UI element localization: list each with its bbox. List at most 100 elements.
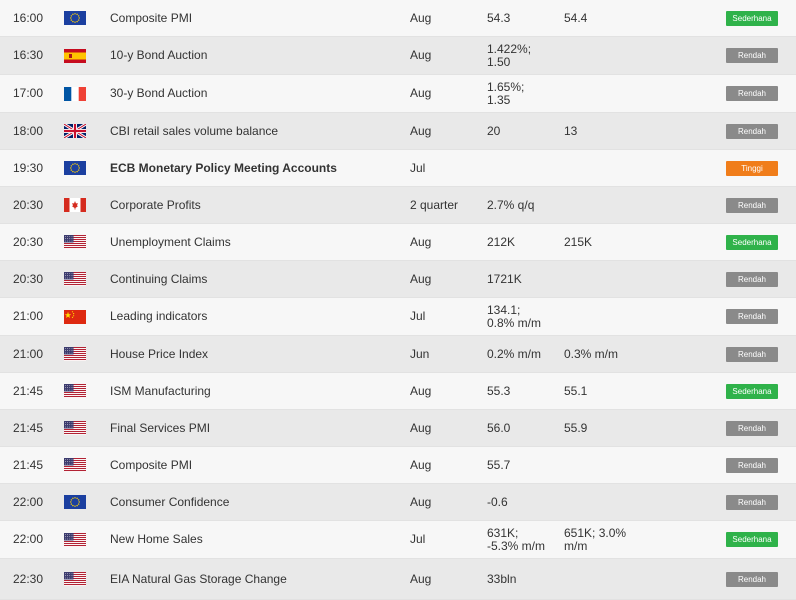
- country-flag-us-icon: [64, 559, 86, 599]
- event-row[interactable]: 20:30 Corporate Profits 2 quarter 2.7% q/q R…: [0, 187, 796, 224]
- event-time: 21:00: [13, 309, 44, 323]
- event-previous: 1.65%; 1.35: [487, 79, 525, 107]
- event-name[interactable]: ECB Monetary Policy Meeting Accounts: [110, 160, 337, 175]
- event-name[interactable]: House Price Index: [110, 346, 209, 361]
- country-flag-us-icon: [64, 336, 86, 372]
- event-previous: 54.3: [487, 10, 511, 25]
- impact-badge: Rendah: [726, 346, 778, 362]
- event-period: Aug: [410, 271, 432, 286]
- event-row[interactable]: 16:00 Composite PMI Aug 54.3 54.4 Sederhana: [0, 0, 796, 37]
- flag-us-icon: [64, 272, 86, 286]
- impact-badge: Rendah: [726, 309, 778, 324]
- event-row[interactable]: 22:00 New Home Sales Jul 631K; -5.3% m/m 651…: [0, 521, 796, 559]
- event-row[interactable]: 20:30 Unemployment Claims Aug 212K 215K Seder…: [0, 224, 796, 261]
- event-time: 20:30: [13, 197, 44, 212]
- flag-eu-icon: [64, 495, 86, 509]
- country-flag-ca-icon: [64, 187, 86, 223]
- impact-cell: Sederhana: [725, 0, 779, 36]
- event-period: Jul: [410, 309, 426, 323]
- flag-us-icon: [64, 347, 86, 361]
- impact-cell: Rendah: [725, 447, 779, 483]
- event-forecast: 13: [564, 123, 578, 138]
- event-period: 2 quarter: [410, 197, 459, 212]
- impact-cell: Rendah: [725, 559, 779, 599]
- event-name[interactable]: EIA Natural Gas Storage Change: [110, 571, 287, 586]
- event-name[interactable]: Consumer Confidence: [110, 494, 230, 509]
- impact-cell: Rendah: [725, 37, 779, 74]
- event-row[interactable]: 20:30 Continuing Claims Aug 1721K Rendah: [0, 261, 796, 298]
- event-name[interactable]: Composite PMI: [110, 10, 193, 25]
- event-time: 17:00: [13, 86, 44, 100]
- event-name[interactable]: CBI retail sales volume balance: [110, 123, 279, 138]
- event-previous: 55.3: [487, 383, 511, 398]
- event-previous: 0.2% m/m: [487, 346, 542, 361]
- event-previous: 33bln: [487, 571, 517, 586]
- country-flag-us-icon: [64, 521, 86, 558]
- event-forecast: [564, 447, 644, 483]
- impact-cell: Sederhana: [725, 521, 779, 558]
- event-row[interactable]: 21:45 ISM Manufacturing Aug 55.3 55.1 Sederha…: [0, 373, 796, 410]
- event-name[interactable]: 30-y Bond Auction: [110, 86, 208, 100]
- event-time: 22:00: [13, 494, 44, 509]
- event-name[interactable]: Final Services PMI: [110, 420, 211, 435]
- impact-badge: Rendah: [726, 197, 778, 213]
- event-row[interactable]: 16:30 10-y Bond Auction Aug 1.422%; 1.50 Ren…: [0, 37, 796, 75]
- event-time: 21:45: [13, 383, 44, 398]
- event-row[interactable]: 21:00 House Price Index Jun 0.2% m/m 0.3% m/…: [0, 336, 796, 373]
- event-name[interactable]: Corporate Profits: [110, 197, 201, 212]
- event-row[interactable]: 22:30 EIA Natural Gas Storage Change Aug 33…: [0, 559, 796, 600]
- event-time: 21:00: [13, 346, 44, 361]
- event-previous: 20: [487, 123, 501, 138]
- flag-gb-icon: [64, 124, 86, 138]
- event-row[interactable]: 22:00 Consumer Confidence Aug -0.6 Rendah: [0, 484, 796, 521]
- event-time: 18:00: [13, 123, 44, 138]
- event-period: Aug: [410, 234, 432, 249]
- impact-badge: Rendah: [726, 86, 778, 101]
- event-previous: 212K: [487, 234, 516, 249]
- event-forecast: [564, 150, 644, 186]
- event-row[interactable]: 21:00 Leading indicators Jul 134.1; 0.8% m/…: [0, 298, 796, 336]
- event-row[interactable]: 19:30 ECB Monetary Policy Meeting Account…: [0, 150, 796, 187]
- event-time: 22:00: [13, 532, 44, 546]
- impact-badge: Rendah: [726, 457, 778, 473]
- event-time: 20:30: [13, 271, 44, 286]
- event-period: Aug: [410, 123, 432, 138]
- country-flag-us-icon: [64, 224, 86, 260]
- country-flag-fr-icon: [64, 75, 86, 112]
- event-forecast: [564, 75, 644, 112]
- event-row[interactable]: 21:45 Final Services PMI Aug 56.0 55.9 Rendah: [0, 410, 796, 447]
- event-previous: 1.422%; 1.50: [487, 41, 532, 69]
- event-name[interactable]: Unemployment Claims: [110, 234, 231, 249]
- event-name[interactable]: Leading indicators: [110, 309, 208, 323]
- flag-es-icon: [64, 48, 86, 63]
- event-time: 22:30: [13, 571, 44, 586]
- impact-cell: Rendah: [725, 113, 779, 149]
- flag-us-icon: [64, 421, 86, 435]
- event-forecast: [564, 298, 644, 335]
- impact-badge: Sederhana: [726, 234, 778, 250]
- event-name[interactable]: New Home Sales: [110, 532, 203, 546]
- country-flag-eu-icon: [64, 484, 86, 520]
- event-row[interactable]: 21:45 Composite PMI Aug 55.7 Rendah: [0, 447, 796, 484]
- event-previous: 55.7: [487, 457, 511, 472]
- event-name[interactable]: Continuing Claims: [110, 271, 208, 286]
- impact-badge: Rendah: [726, 48, 778, 63]
- impact-badge: Rendah: [726, 271, 778, 287]
- event-forecast: [564, 484, 644, 520]
- event-forecast: [564, 37, 644, 74]
- event-period: Aug: [410, 571, 432, 586]
- event-period: Aug: [410, 48, 432, 62]
- event-row[interactable]: 17:00 30-y Bond Auction Aug 1.65%; 1.35 Rend…: [0, 75, 796, 113]
- event-previous: 1721K: [487, 271, 522, 286]
- event-row[interactable]: 18:00 CBI retail sales volume balance Aug 2…: [0, 113, 796, 150]
- impact-badge: Sederhana: [726, 10, 778, 26]
- event-time: 20:30: [13, 234, 44, 249]
- event-time: 16:30: [13, 48, 44, 62]
- event-name[interactable]: 10-y Bond Auction: [110, 48, 208, 62]
- event-forecast: 55.9: [564, 420, 588, 435]
- event-name[interactable]: Composite PMI: [110, 457, 193, 472]
- event-time: 21:45: [13, 420, 44, 435]
- event-name[interactable]: ISM Manufacturing: [110, 383, 211, 398]
- impact-cell: Rendah: [725, 298, 779, 335]
